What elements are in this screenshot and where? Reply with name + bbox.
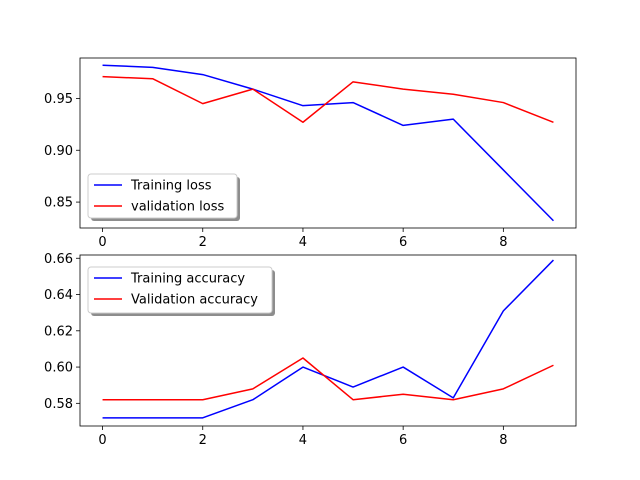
y-tick-label: 0.58 bbox=[44, 397, 73, 412]
x-tick-label: 8 bbox=[499, 433, 507, 448]
x-tick-label: 4 bbox=[299, 235, 307, 250]
series-line-validation-accuracy bbox=[102, 357, 554, 401]
y-tick-label: 0.95 bbox=[44, 92, 73, 107]
series-line-training-accuracy bbox=[102, 259, 554, 419]
legend-label: validation loss bbox=[131, 200, 224, 215]
legend-label: Training accuracy bbox=[130, 272, 245, 287]
legend-box bbox=[87, 266, 273, 314]
accuracy-chart: 0 2 4 6 8 0.58 0.60 0.62 0.64 0.66 Training accura… bbox=[44, 252, 577, 448]
x-tick-label: 2 bbox=[199, 235, 207, 250]
x-tick-label: 0 bbox=[98, 235, 106, 250]
legend-box bbox=[87, 173, 238, 219]
x-tick-label: 4 bbox=[299, 433, 307, 448]
x-tick-label: 6 bbox=[399, 433, 407, 448]
y-tick-label: 0.66 bbox=[44, 252, 73, 267]
axes-frame bbox=[79, 254, 577, 427]
series-line-validation-loss bbox=[102, 75, 554, 124]
y-tick-label: 0.90 bbox=[44, 144, 73, 159]
axes-frame bbox=[79, 57, 577, 229]
x-tick-label: 8 bbox=[499, 235, 507, 250]
legend: Training loss validation loss bbox=[87, 173, 238, 219]
legend-label: Training loss bbox=[130, 179, 212, 194]
legend-label: Validation accuracy bbox=[131, 293, 258, 308]
y-tick-label: 0.62 bbox=[44, 324, 73, 339]
y-tick-label: 0.60 bbox=[44, 361, 73, 376]
loss-chart: 0 2 4 6 8 0.85 0.90 0.95 Training loss validation… bbox=[44, 57, 577, 250]
x-tick-label: 0 bbox=[98, 433, 106, 448]
x-tick-label: 6 bbox=[399, 235, 407, 250]
x-tick-label: 2 bbox=[199, 433, 207, 448]
legend: Training accuracy Validation accuracy bbox=[87, 266, 273, 314]
y-tick-label: 0.64 bbox=[44, 288, 73, 303]
y-tick-label: 0.85 bbox=[44, 196, 73, 211]
series-line-training-loss bbox=[102, 64, 554, 222]
